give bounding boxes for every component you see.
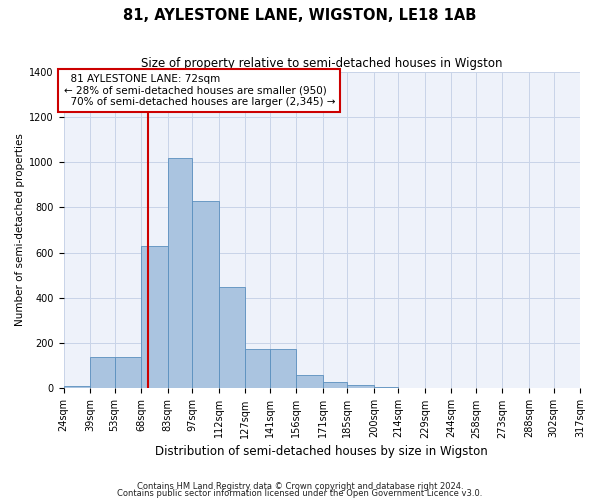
Text: 81 AYLESTONE LANE: 72sqm
← 28% of semi-detached houses are smaller (950)
  70% o: 81 AYLESTONE LANE: 72sqm ← 28% of semi-d… xyxy=(64,74,335,107)
Text: Contains HM Land Registry data © Crown copyright and database right 2024.: Contains HM Land Registry data © Crown c… xyxy=(137,482,463,491)
Bar xyxy=(296,375,323,388)
Bar xyxy=(141,246,167,388)
X-axis label: Distribution of semi-detached houses by size in Wigston: Distribution of semi-detached houses by … xyxy=(155,444,488,458)
Title: Size of property relative to semi-detached houses in Wigston: Size of property relative to semi-detach… xyxy=(141,58,503,70)
Bar xyxy=(245,349,270,389)
Bar xyxy=(90,357,115,388)
Bar xyxy=(270,349,296,389)
Bar xyxy=(347,385,374,388)
Bar xyxy=(323,382,347,388)
Text: Contains public sector information licensed under the Open Government Licence v3: Contains public sector information licen… xyxy=(118,490,482,498)
Bar xyxy=(115,357,141,388)
Bar xyxy=(218,286,245,388)
Bar xyxy=(167,158,192,388)
Bar xyxy=(192,200,218,388)
Text: 81, AYLESTONE LANE, WIGSTON, LE18 1AB: 81, AYLESTONE LANE, WIGSTON, LE18 1AB xyxy=(124,8,476,22)
Bar xyxy=(64,386,90,388)
Y-axis label: Number of semi-detached properties: Number of semi-detached properties xyxy=(15,134,25,326)
